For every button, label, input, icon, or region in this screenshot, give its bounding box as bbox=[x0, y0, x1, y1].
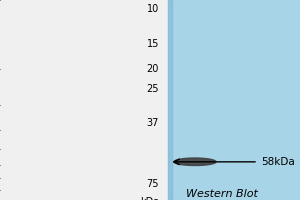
Text: 37: 37 bbox=[147, 118, 159, 128]
Text: 58kDa: 58kDa bbox=[261, 157, 295, 167]
Text: 10: 10 bbox=[147, 4, 159, 14]
Text: 75: 75 bbox=[146, 179, 159, 189]
Text: Western Blot: Western Blot bbox=[186, 189, 258, 199]
Text: 20: 20 bbox=[147, 64, 159, 74]
Polygon shape bbox=[174, 158, 216, 166]
Text: kDa: kDa bbox=[140, 197, 159, 200]
Text: 25: 25 bbox=[146, 84, 159, 94]
Text: 15: 15 bbox=[147, 39, 159, 49]
